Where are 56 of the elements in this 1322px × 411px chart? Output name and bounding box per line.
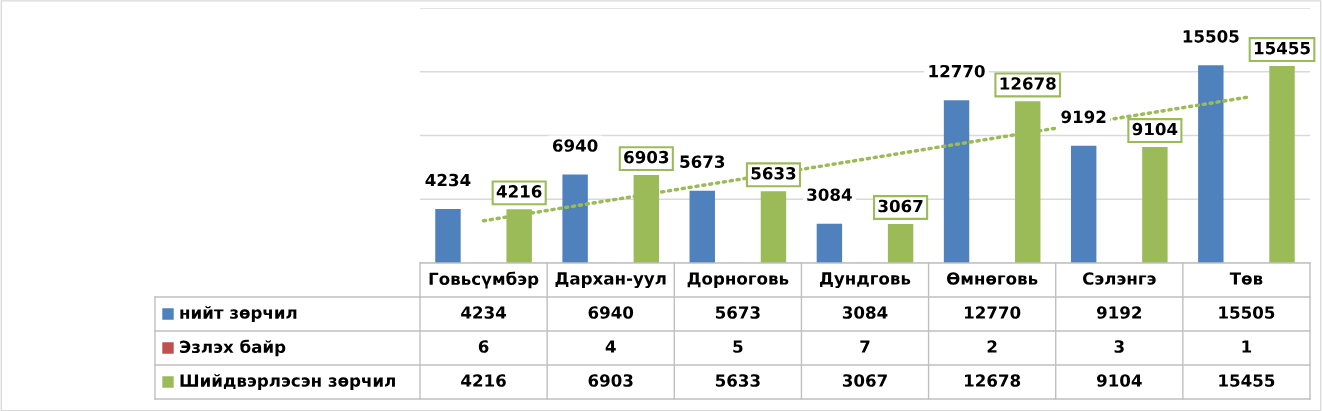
data-label: 6940 <box>588 306 634 319</box>
annotation: 9192 <box>1061 110 1106 124</box>
bar <box>562 174 588 263</box>
data-label: 4216 <box>461 374 506 387</box>
annotation: 15505 <box>1183 30 1239 43</box>
data-label: 3067 <box>842 374 887 387</box>
data-label: 3084 <box>842 306 888 319</box>
data-label: 5673 <box>715 306 760 319</box>
bar <box>816 223 843 263</box>
annotation: 4216 <box>496 185 542 198</box>
data-label: 7 <box>860 340 870 353</box>
data-label: 5633 <box>715 374 760 387</box>
annotation: 5633 <box>751 167 796 180</box>
data-label: 9192 <box>1096 306 1142 319</box>
data-label: 6 <box>478 340 489 353</box>
x-tick-label: Дорноговь <box>687 272 789 289</box>
bar <box>887 223 914 263</box>
legend-label: нийт зөрчил <box>180 305 297 323</box>
x-tick-label: Говьсүмбэр <box>429 271 539 289</box>
x-tick-label: Дундговь <box>820 272 911 289</box>
bar <box>689 190 715 263</box>
annotation: 4234 <box>425 173 471 187</box>
x-tick-label: Төв <box>1229 272 1263 285</box>
data-label: 12770 <box>965 306 1021 319</box>
annotation: 12678 <box>1000 77 1056 90</box>
data-label: 4234 <box>461 306 506 319</box>
data-label: 15505 <box>1219 306 1275 319</box>
legend-label: Эзлэх байр <box>180 339 286 357</box>
annotation: 3084 <box>807 188 852 202</box>
bar <box>760 191 787 263</box>
annotation: 6903 <box>624 150 669 164</box>
bar <box>435 209 461 263</box>
annotation: 15455 <box>1254 42 1310 55</box>
annotation: 6940 <box>552 139 598 152</box>
bar <box>1142 146 1168 263</box>
annotation: 12770 <box>929 64 985 78</box>
data-label: 5 <box>733 340 743 353</box>
x-tick-label: Сэлэнгэ <box>1082 272 1156 285</box>
annotation: 3067 <box>878 199 923 213</box>
annotation: 9104 <box>1132 122 1178 136</box>
bar <box>1198 65 1224 263</box>
x-tick-label: Дархан-уул <box>555 272 666 289</box>
data-label: 9104 <box>1096 374 1142 387</box>
data-label: 15455 <box>1219 374 1275 387</box>
legend-label: Шийдвэрлэсэн зөрчил <box>180 373 395 391</box>
data-label: 12678 <box>965 374 1021 387</box>
data-label: 4 <box>605 340 616 353</box>
annotation: 5673 <box>680 155 725 168</box>
data-label: 1 <box>1242 340 1252 353</box>
bar <box>1269 65 1295 263</box>
data-label: 3 <box>1114 340 1124 353</box>
bar <box>943 100 970 263</box>
x-tick-label: Өмнөговь <box>946 272 1038 285</box>
bar <box>1070 145 1097 263</box>
data-label: 2 <box>987 340 997 353</box>
data-label: 6903 <box>588 374 633 387</box>
